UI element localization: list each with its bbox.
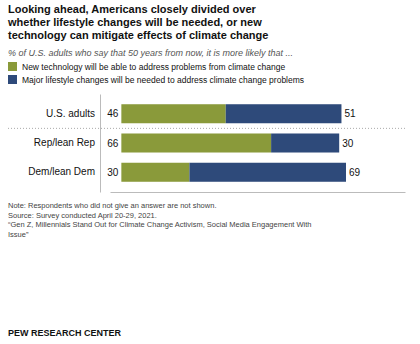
note: Note: Respondents who did not give an an… bbox=[8, 201, 311, 239]
bar bbox=[121, 163, 189, 182]
legend-swatch bbox=[8, 75, 17, 84]
legend-swatch bbox=[8, 62, 17, 71]
bar bbox=[121, 133, 271, 152]
data-label: 69 bbox=[349, 167, 361, 178]
x-axis-line bbox=[111, 192, 406, 193]
data-label: 30 bbox=[107, 167, 119, 178]
subtitle: % of U.S. adults who say that 50 years f… bbox=[8, 48, 293, 58]
y-axis: U.S. adults Rep/lean Rep Dem/lean Dem bbox=[28, 95, 100, 193]
legend-entry: Major lifestyle changes will be needed t… bbox=[22, 75, 304, 85]
data-label: 66 bbox=[107, 138, 119, 149]
bar bbox=[189, 163, 346, 182]
chart: Looking ahead, Americans closely divided… bbox=[0, 0, 420, 344]
y-tick: Rep/lean Rep bbox=[34, 137, 100, 148]
bar bbox=[271, 133, 339, 152]
footer: PEW RESEARCH CENTER bbox=[8, 328, 122, 338]
bar bbox=[121, 104, 225, 123]
divider bbox=[8, 128, 405, 129]
x-axis bbox=[111, 192, 406, 193]
legend-entry: New technology will be able to address p… bbox=[22, 62, 285, 72]
y-tick-label: Rep/lean Rep bbox=[34, 137, 96, 148]
bars bbox=[121, 104, 346, 182]
y-tick: U.S. adults bbox=[46, 108, 100, 119]
data-label: 30 bbox=[342, 138, 354, 149]
data-label: 46 bbox=[107, 108, 119, 119]
y-tick-label: Dem/lean Dem bbox=[28, 166, 95, 177]
data-label: 51 bbox=[344, 108, 356, 119]
y-tick: Dem/lean Dem bbox=[28, 166, 100, 177]
title: Looking ahead, Americans closely divided… bbox=[7, 3, 268, 41]
y-axis-line bbox=[100, 95, 101, 193]
y-tick-label: U.S. adults bbox=[46, 108, 95, 119]
bar bbox=[226, 104, 342, 123]
